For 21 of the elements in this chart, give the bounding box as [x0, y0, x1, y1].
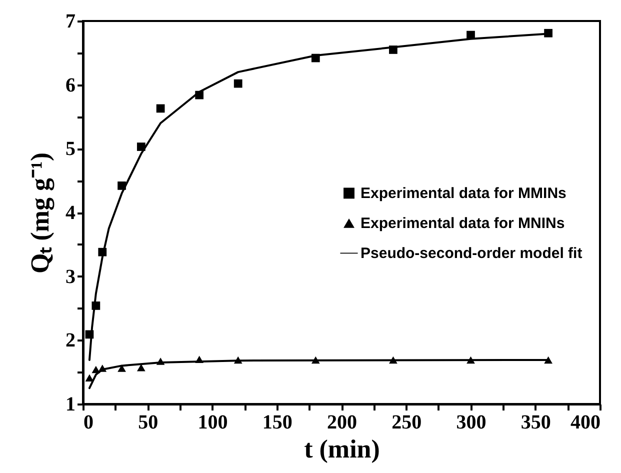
x-tick-label: 250	[392, 412, 422, 434]
x-tick-label: 200	[327, 412, 357, 434]
x-tick-label: 0	[84, 412, 94, 434]
y-axis-title: Qₜ (mg g⁻¹)	[26, 152, 54, 274]
y-tick-label: 4	[66, 202, 76, 224]
x-tick-label: 100	[198, 412, 228, 434]
x-tick-label: 400	[570, 412, 600, 434]
x-tick-label: 300	[456, 412, 486, 434]
legend-label: Experimental data for MNINs	[360, 215, 565, 232]
y-tick-label: 5	[66, 138, 76, 160]
y-tick-label: 7	[66, 10, 76, 32]
y-tick-label: 1	[66, 394, 76, 416]
x-tick-label: 150	[262, 412, 292, 434]
x-axis-title: t (min)	[304, 434, 380, 464]
x-tick-label: 350	[520, 412, 551, 434]
y-tick-label: 6	[66, 74, 76, 96]
y-tick-label: 3	[66, 266, 76, 288]
legend-label: Pseudo-second-order model fit	[360, 245, 582, 262]
y-tick-label: 2	[66, 330, 76, 352]
x-tick-label: 50	[138, 412, 158, 434]
legend-label: Experimental data for MMINs	[360, 185, 566, 202]
